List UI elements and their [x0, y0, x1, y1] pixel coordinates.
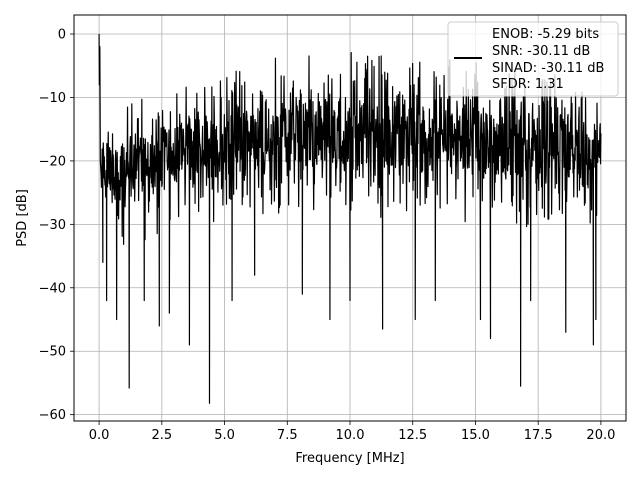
x-tick-label: 12.5	[398, 428, 427, 443]
x-tick-label: 7.5	[277, 428, 298, 443]
y-axis-label: PSD [dB]	[15, 189, 30, 247]
legend-entry-sinad: SINAD: -30.11 dB	[492, 61, 604, 76]
x-tick-label: 15.0	[461, 428, 490, 443]
y-tick-label: −40	[39, 281, 66, 296]
x-axis-ticks: 0.0 2.5 5.0 7.5 10.0 12.5 15.0 17.5 20.0	[89, 421, 615, 443]
legend-box	[447, 21, 619, 97]
x-tick-label: 5.0	[214, 428, 235, 443]
x-tick-label: 20.0	[586, 428, 615, 443]
legend-entry-snr: SNR: -30.11 dB	[492, 44, 590, 59]
y-tick-label: −30	[39, 218, 66, 233]
legend: ENOB: -5.29 bits SNR: -30.11 dB SINAD: -…	[447, 21, 619, 97]
y-tick-label: 0	[58, 28, 66, 43]
x-tick-label: 0.0	[89, 428, 110, 443]
legend-entry-sfdr: SFDR: 1.31	[492, 77, 564, 92]
x-axis-label: Frequency [MHz]	[295, 451, 404, 466]
y-tick-label: −10	[39, 91, 66, 106]
x-tick-label: 17.5	[524, 428, 553, 443]
x-tick-label: 2.5	[151, 428, 172, 443]
y-tick-label: −60	[39, 408, 66, 423]
y-tick-label: −50	[39, 345, 66, 360]
psd-line	[98, 34, 602, 404]
y-axis-ticks: 0 −10 −20 −30 −40 −50 −60	[39, 28, 74, 423]
y-tick-label: −20	[39, 154, 66, 169]
legend-entry-enob: ENOB: -5.29 bits	[492, 27, 599, 42]
x-tick-label: 10.0	[336, 428, 365, 443]
psd-series	[98, 34, 602, 404]
